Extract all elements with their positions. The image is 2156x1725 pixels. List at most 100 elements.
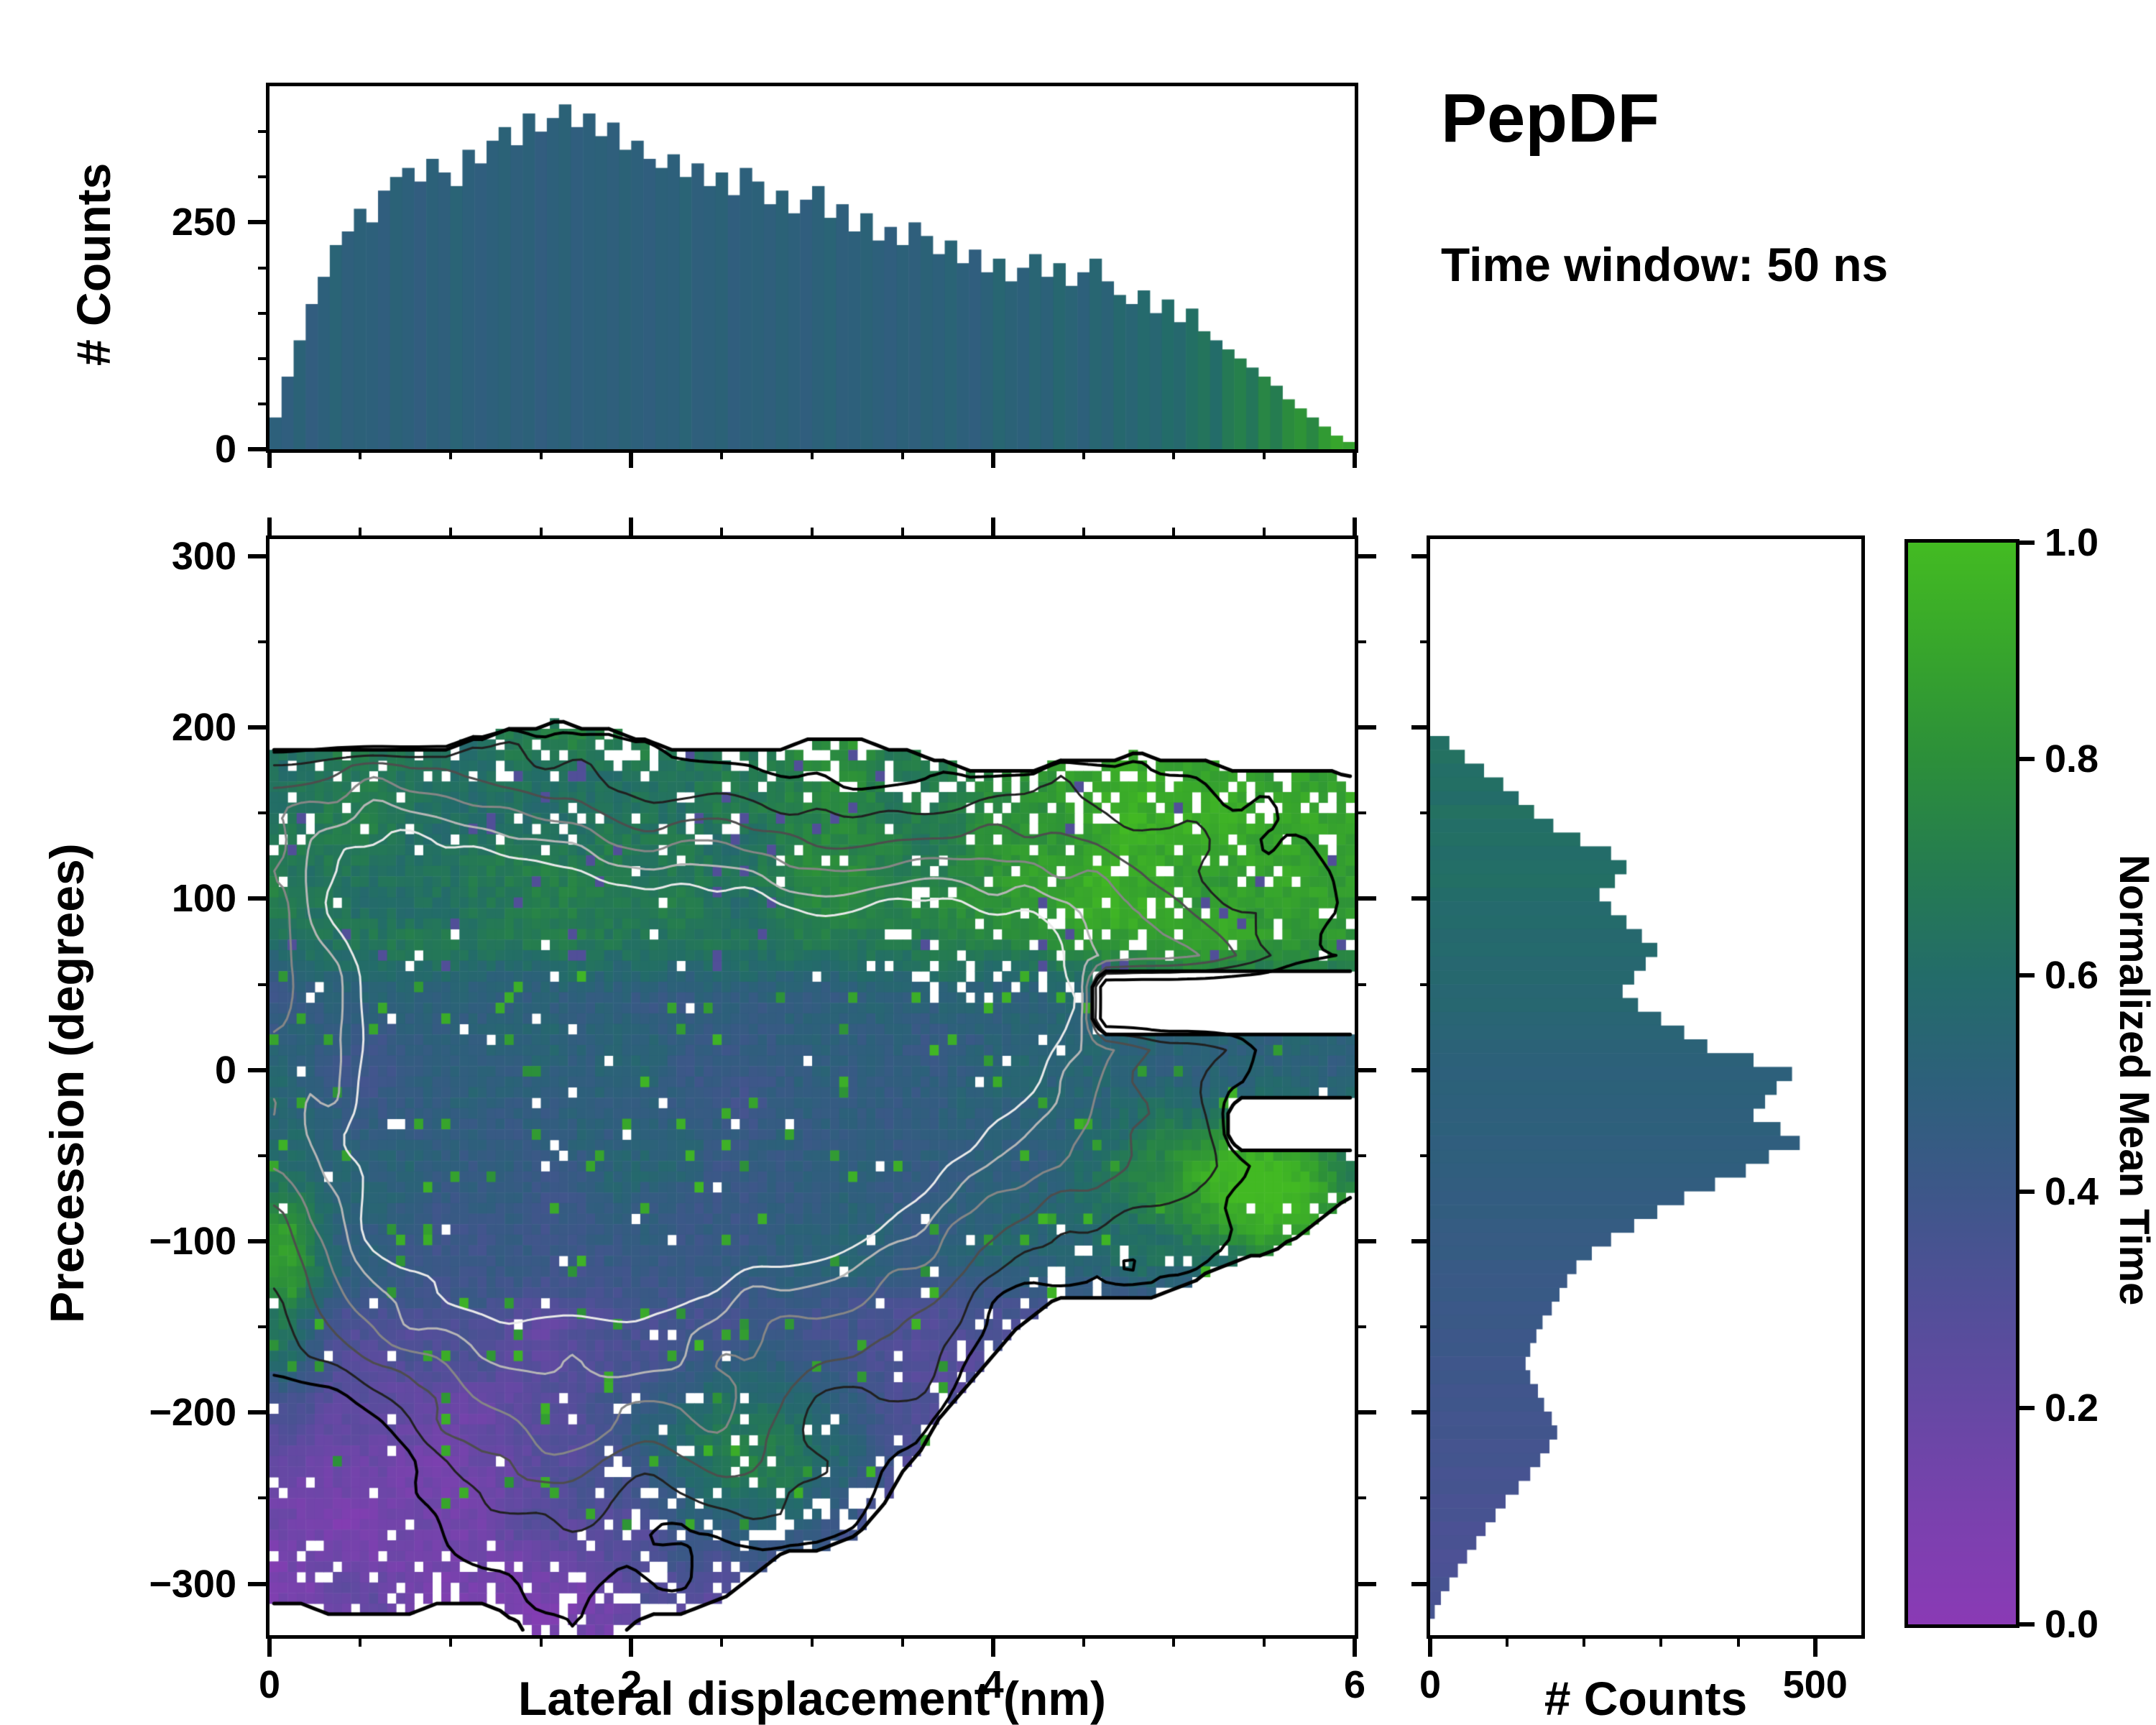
tick-mark [1583,1635,1586,1647]
tick-label: 0 [214,1048,236,1092]
tick-mark [539,528,543,539]
tick-mark [1355,811,1366,815]
tick-mark [1355,640,1366,643]
tick-label: 2 [620,1663,642,1706]
tick-mark [1411,896,1430,901]
tick-mark [900,1635,904,1647]
tick-mark [1082,1635,1085,1647]
tick-mark [990,449,995,468]
right-histogram-canvas [1430,539,1861,1635]
tick-mark [248,1581,270,1586]
tick-label: 0.8 [2045,737,2099,781]
tick-mark [248,1238,270,1243]
tick-mark [267,518,272,539]
tick-mark [720,449,724,459]
tick-label: 0.2 [2045,1386,2099,1430]
tick-label: 6 [1343,1663,1366,1706]
tick-label: 1.0 [2045,521,2099,564]
tick-mark [267,1635,272,1657]
tick-mark [258,811,270,815]
tick-label: 0 [1419,1663,1442,1706]
colorbar-label: Normalized Mean Time [2111,854,2156,1306]
tick-mark [1411,1238,1430,1243]
tick-mark [1353,518,1357,539]
main-xlabel: Lateral displacement (nm) [518,1672,1106,1725]
tick-mark [448,449,452,459]
tick-label: 200 [171,706,236,750]
top-histogram-canvas [270,86,1355,449]
tick-mark [1411,1410,1430,1415]
tick-mark [448,528,452,539]
tick-mark [2016,973,2035,978]
tick-label: 100 [171,877,236,921]
tick-mark [629,449,634,468]
tick-mark [267,449,272,468]
tick-mark [1420,640,1430,643]
tick-label: −100 [149,1219,236,1263]
tick-mark [811,449,814,459]
tick-mark [1812,1635,1818,1657]
tick-mark [900,528,904,539]
tick-label: 0 [214,428,236,471]
tick-mark [258,266,270,270]
tick-mark [248,1067,270,1072]
tick-mark [2016,1622,2035,1627]
right-hist-xlabel: # Counts [1544,1672,1748,1725]
tick-mark [248,447,270,451]
plot-title: PepDF [1441,80,1660,157]
tick-mark [258,640,270,643]
top-hist-ylabel: # Counts [67,162,120,366]
tick-mark [1355,1238,1376,1243]
tick-mark [248,1410,270,1415]
tick-mark [248,896,270,901]
tick-mark [258,402,270,405]
colorbar: 0.0 0.2 0.4 0.6 0.8 1.0 [1904,523,2099,1644]
tick-mark [258,311,270,315]
tick-mark [1411,1581,1430,1586]
tick-mark [1263,449,1266,459]
tick-mark [1355,553,1376,558]
tick-mark [811,1635,814,1647]
tick-mark [258,175,270,179]
main-ylabel: Precession (degrees) [40,843,93,1324]
tick-mark [1420,983,1430,986]
tick-mark [1659,1635,1663,1647]
tick-mark [1355,725,1376,730]
tick-mark [1411,1067,1430,1072]
tick-mark [358,449,361,459]
tick-mark [629,518,634,539]
tick-mark [2016,1190,2035,1194]
tick-mark [1411,725,1430,730]
tick-label: 0.4 [2045,1170,2099,1213]
tick-mark [1172,1635,1176,1647]
tick-mark [358,1635,361,1647]
tick-mark [1355,1581,1376,1586]
tick-mark [258,983,270,986]
tick-mark [1420,1496,1430,1500]
tick-mark [811,528,814,539]
tick-mark [900,449,904,459]
tick-mark [258,356,270,360]
tick-label: 0.0 [2045,1603,2099,1646]
tick-mark [1355,1410,1376,1415]
tick-label: −300 [149,1562,236,1606]
tick-mark [258,1154,270,1157]
tick-mark [1355,896,1376,901]
tick-label: 300 [171,534,236,578]
tick-mark [258,1496,270,1500]
tick-mark [2016,1406,2035,1410]
tick-mark [720,528,724,539]
tick-mark [1082,528,1085,539]
tick-mark [1355,1325,1366,1329]
tick-mark [1172,449,1176,459]
tick-mark [1355,1067,1376,1072]
tick-mark [2016,540,2035,545]
joint-heatmap-canvas [270,539,1355,1635]
tick-mark [1263,1635,1266,1647]
tick-mark [1420,1325,1430,1329]
tick-mark [629,1635,634,1657]
tick-label: 0 [258,1663,281,1706]
tick-mark [1355,1154,1366,1157]
tick-mark [258,130,270,134]
